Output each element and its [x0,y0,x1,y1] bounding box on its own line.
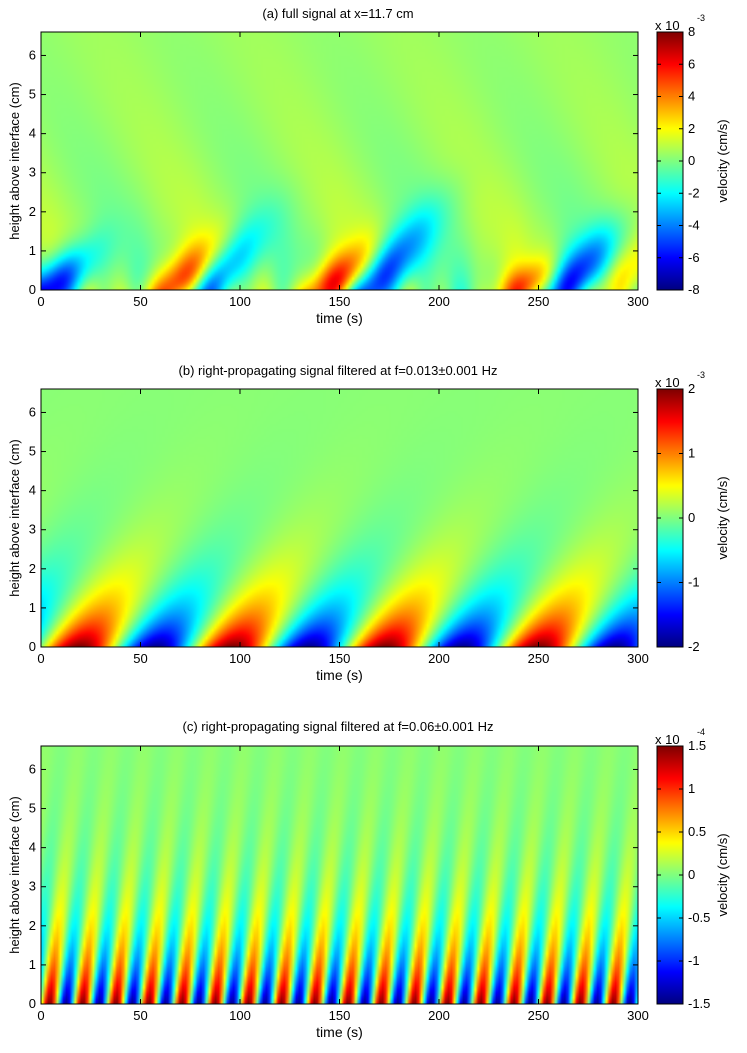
x-tick-label: 300 [627,1008,649,1023]
x-tick-label: 150 [329,1008,351,1023]
colorbar-tick-label: -2 [688,185,700,200]
y-tick-label: 6 [29,761,36,776]
x-tick-label: 100 [229,651,251,666]
colorbar-multiplier: x 10 [655,18,680,33]
y-tick-label: 5 [29,801,36,816]
panel-title: (b) right-propagating signal filtered at… [179,363,498,378]
colorbar-tick-label: -8 [688,282,700,297]
colorbar-tick-label: 1 [688,446,695,461]
colorbar-tick-label: 2 [688,381,695,396]
colorbar-tick-label: 0 [688,153,695,168]
colorbar [657,32,683,290]
x-tick-label: 250 [528,651,550,666]
heatmap-image [41,32,638,290]
colorbar-multiplier: x 10 [655,732,680,747]
x-tick-label: 0 [37,294,44,309]
x-axis-label: time (s) [316,310,363,326]
colorbar-label: velocity (cm/s) [715,476,730,559]
y-tick-label: 3 [29,879,36,894]
x-axis-label: time (s) [316,667,363,683]
y-tick-label: 0 [29,996,36,1011]
x-tick-label: 200 [428,1008,450,1023]
colorbar-exponent: -4 [697,727,705,737]
y-tick-label: 4 [29,840,36,855]
x-tick-label: 100 [229,1008,251,1023]
panel-b: (b) right-propagating signal filtered at… [7,363,730,683]
panel-a: (a) full signal at x=11.7 cm0 50 100 150 200… [7,6,730,326]
x-tick-label: 50 [133,294,147,309]
y-axis-label: height above interface (cm) [7,439,22,597]
x-tick-label: 50 [133,651,147,666]
colorbar-tick-label: 6 [688,56,695,71]
y-tick-label: 2 [29,561,36,576]
colorbar-tick-label: 8 [688,24,695,39]
y-tick-label: 1 [29,243,36,258]
x-tick-label: 100 [229,294,251,309]
y-tick-label: 5 [29,87,36,102]
colorbar-multiplier: x 10 [655,375,680,390]
y-tick-label: 0 [29,282,36,297]
colorbar-tick-label: -1 [688,953,700,968]
panel-title: (a) full signal at x=11.7 cm [262,6,413,21]
x-tick-label: 0 [37,651,44,666]
colorbar-exponent: -3 [697,370,705,380]
y-tick-label: 2 [29,918,36,933]
colorbar-tick-label: 0 [688,510,695,525]
colorbar [657,389,683,647]
panel-c: (c) right-propagating signal filtered at… [7,719,730,1040]
y-tick-label: 3 [29,165,36,180]
colorbar-tick-label: -1.5 [688,996,710,1011]
y-tick-label: 3 [29,522,36,537]
colorbar-tick-label: 1 [688,781,695,796]
heatmap-image [41,746,638,1004]
y-tick-label: 0 [29,639,36,654]
colorbar-label: velocity (cm/s) [715,119,730,202]
colorbar-tick-label: 1.5 [688,738,706,753]
x-tick-label: 0 [37,1008,44,1023]
panel-title: (c) right-propagating signal filtered at… [182,719,493,734]
colorbar-tick-label: 0 [688,867,695,882]
x-tick-label: 50 [133,1008,147,1023]
colorbar-tick-label: -2 [688,639,700,654]
colorbar-tick-label: 4 [688,89,695,104]
x-tick-label: 200 [428,294,450,309]
colorbar-tick-label: 2 [688,121,695,136]
y-axis-label: height above interface (cm) [7,82,22,240]
y-axis-label: height above interface (cm) [7,796,22,954]
colorbar [657,746,683,1004]
y-tick-label: 6 [29,404,36,419]
x-tick-label: 200 [428,651,450,666]
colorbar-label: velocity (cm/s) [715,833,730,916]
y-tick-label: 2 [29,204,36,219]
y-tick-label: 4 [29,483,36,498]
colorbar-tick-label: -0.5 [688,910,710,925]
y-tick-label: 5 [29,444,36,459]
colorbar-exponent: -3 [697,13,705,23]
y-tick-label: 1 [29,600,36,615]
x-tick-label: 300 [627,651,649,666]
y-tick-label: 6 [29,47,36,62]
colorbar-tick-label: -4 [688,218,700,233]
heatmap-image [41,389,638,647]
x-tick-label: 250 [528,294,550,309]
x-axis-label: time (s) [316,1024,363,1040]
x-tick-label: 150 [329,294,351,309]
colorbar-tick-label: -1 [688,575,700,590]
x-tick-label: 150 [329,651,351,666]
y-tick-label: 4 [29,126,36,141]
x-tick-label: 300 [627,294,649,309]
colorbar-tick-label: -6 [688,250,700,265]
x-tick-label: 250 [528,1008,550,1023]
y-tick-label: 1 [29,957,36,972]
colorbar-tick-label: 0.5 [688,824,706,839]
